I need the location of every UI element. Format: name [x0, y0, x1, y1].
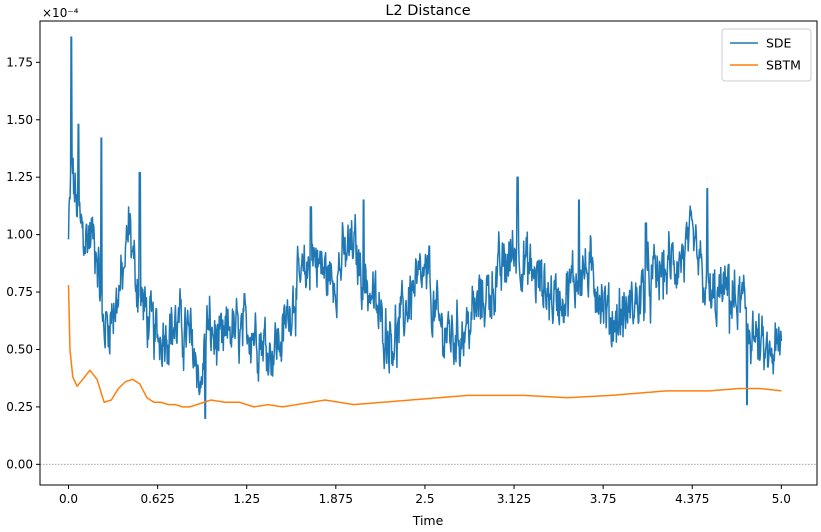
plot-area: [40, 36, 817, 465]
series-line-sde: [67, 36, 783, 420]
legend-box: [721, 28, 812, 82]
x-tick-label: 3.75: [590, 492, 617, 506]
y-tick-label: 1.00: [6, 228, 33, 242]
y-tick-label: 0.25: [6, 400, 33, 414]
series-line-sbtm: [67, 285, 782, 408]
x-tick-label: 2.5: [415, 492, 434, 506]
x-tick-label: 5.0: [772, 492, 791, 506]
plot-frame: [39, 20, 818, 486]
x-tick-label: 0.0: [59, 492, 78, 506]
x-tick-label: 1.875: [319, 492, 353, 506]
y-tick-label: 1.50: [6, 113, 33, 127]
y-tick-label: 1.75: [6, 55, 33, 69]
x-tick-label: 3.125: [497, 492, 531, 506]
legend: SDE SBTM: [721, 28, 812, 82]
x-tick-label: 0.625: [140, 492, 174, 506]
legend-label-sde: SDE: [766, 36, 792, 51]
y-tick-label: 0.00: [6, 457, 33, 471]
x-tick-label: 1.25: [233, 492, 260, 506]
x-tick-label: 4.375: [675, 492, 709, 506]
y-scale-multiplier: ×10⁻⁴: [42, 6, 79, 20]
legend-label-sbtm: SBTM: [766, 58, 801, 73]
chart-title: L2 Distance: [385, 3, 470, 19]
y-tick-label: 0.75: [6, 285, 33, 299]
x-axis-label: Time: [412, 513, 444, 528]
y-tick-label: 1.25: [6, 170, 33, 184]
y-tick-label: 0.50: [6, 342, 33, 356]
